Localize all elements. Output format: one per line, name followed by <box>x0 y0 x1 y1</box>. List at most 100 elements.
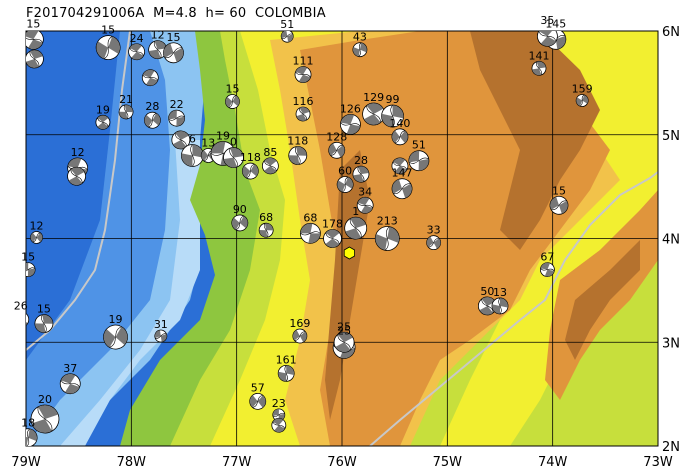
depth-label: 19 <box>109 313 123 326</box>
depth-label: 13 <box>493 286 507 299</box>
depth-label: 147 <box>392 167 413 180</box>
beachball <box>540 262 555 278</box>
lat-tick-label: 6N <box>662 25 680 40</box>
beachball <box>171 130 191 150</box>
beachball-quadrant <box>148 49 161 59</box>
beachball-quadrant <box>481 297 496 306</box>
depth-label: 19 <box>216 129 230 142</box>
depth-label: 18 <box>21 417 35 430</box>
beachball-quadrant <box>230 147 244 158</box>
beachball <box>277 364 295 382</box>
beachball <box>143 111 161 129</box>
beachball <box>292 328 308 344</box>
beachball-quadrant <box>30 232 37 242</box>
beachball-quadrant <box>357 197 370 206</box>
beachball-quadrant <box>26 319 27 328</box>
depth-label: 24 <box>130 32 144 45</box>
depth-label: 15 <box>101 24 115 37</box>
nodal-plane <box>330 144 343 156</box>
nodal-plane <box>29 51 40 67</box>
beachball-quadrant <box>293 329 300 341</box>
beachball <box>181 144 204 167</box>
nodal-plane <box>26 428 30 446</box>
depth-label: 28 <box>145 100 159 113</box>
nodal-plane <box>498 297 502 314</box>
nodal-plane <box>264 160 277 171</box>
nodal-plane <box>357 202 373 209</box>
depth-label: 15 <box>21 251 35 264</box>
depth-label: 33 <box>427 224 441 237</box>
beachball <box>575 94 589 107</box>
beachball <box>118 104 134 120</box>
beachball-quadrant <box>115 326 128 345</box>
beachball-quadrant <box>175 131 189 140</box>
beachball-quadrant <box>296 114 307 121</box>
beachball-quadrant <box>288 155 300 165</box>
nodal-plane <box>235 215 244 231</box>
lon-tick-label: 75W <box>433 455 463 470</box>
beachball <box>294 66 312 83</box>
depth-label: 34 <box>358 185 372 198</box>
beachball <box>30 231 43 244</box>
beachball-quadrant <box>264 165 277 174</box>
depth-label: 25 <box>337 320 351 333</box>
beachball <box>59 373 81 395</box>
beachball-quadrant <box>68 176 83 186</box>
beachball-quadrant <box>225 97 233 108</box>
depth-label: 99 <box>386 93 400 106</box>
beachball-quadrant <box>176 116 185 126</box>
beachball-quadrant <box>119 111 128 119</box>
beachball-quadrant <box>124 105 133 113</box>
beachball <box>26 262 36 278</box>
beachball-quadrant <box>299 107 310 114</box>
depth-label: 178 <box>322 218 343 231</box>
beachball-quadrant <box>259 230 268 238</box>
beachball-quadrant <box>272 418 284 426</box>
beachball-quadrant <box>163 43 174 58</box>
nodal-plane <box>358 42 362 57</box>
beachball-quadrant <box>28 429 37 441</box>
beachball-quadrant <box>154 40 167 50</box>
beachball-quadrant <box>192 144 204 158</box>
depth-label: 159 <box>572 83 593 96</box>
beachball <box>333 331 355 353</box>
beachball <box>103 324 128 350</box>
beachball <box>352 42 368 58</box>
depth-label: 19 <box>96 103 110 116</box>
depth-label: 15 <box>166 31 180 44</box>
beachball <box>26 49 44 69</box>
beachball-quadrant <box>264 223 274 231</box>
beachball-quadrant <box>242 165 251 178</box>
depth-label: 140 <box>389 117 410 130</box>
beachball-quadrant <box>97 122 109 130</box>
lon-tick-label: 77W <box>222 455 252 470</box>
nodal-plane <box>228 95 237 108</box>
nodal-plane <box>409 157 429 164</box>
beachball <box>26 311 30 328</box>
beachball-quadrant <box>35 323 46 333</box>
beachball-quadrant <box>336 145 345 158</box>
beachball <box>249 392 267 410</box>
beachball <box>223 147 244 168</box>
beachball-quadrant <box>340 114 355 125</box>
nodal-plane <box>41 314 47 333</box>
beachball-quadrant <box>555 35 566 49</box>
nodal-plane <box>281 33 293 39</box>
beachball-quadrant <box>532 68 542 76</box>
depth-label: 90 <box>233 203 247 216</box>
nodal-plane <box>295 71 311 78</box>
high-mountain-area <box>470 31 600 250</box>
depth-label: 145 <box>545 17 566 30</box>
depth-label: 68 <box>303 211 317 224</box>
depth-label: 12 <box>30 219 44 232</box>
beachball-quadrant <box>358 166 369 175</box>
beachball-quadrant <box>308 233 321 244</box>
beachball-quadrant <box>239 216 248 229</box>
nodal-plane <box>394 130 406 144</box>
beachball-quadrant <box>278 371 287 382</box>
beachball <box>128 43 146 61</box>
beachball <box>391 178 413 200</box>
nodal-plane <box>153 41 162 59</box>
beachball-quadrant <box>201 150 209 161</box>
